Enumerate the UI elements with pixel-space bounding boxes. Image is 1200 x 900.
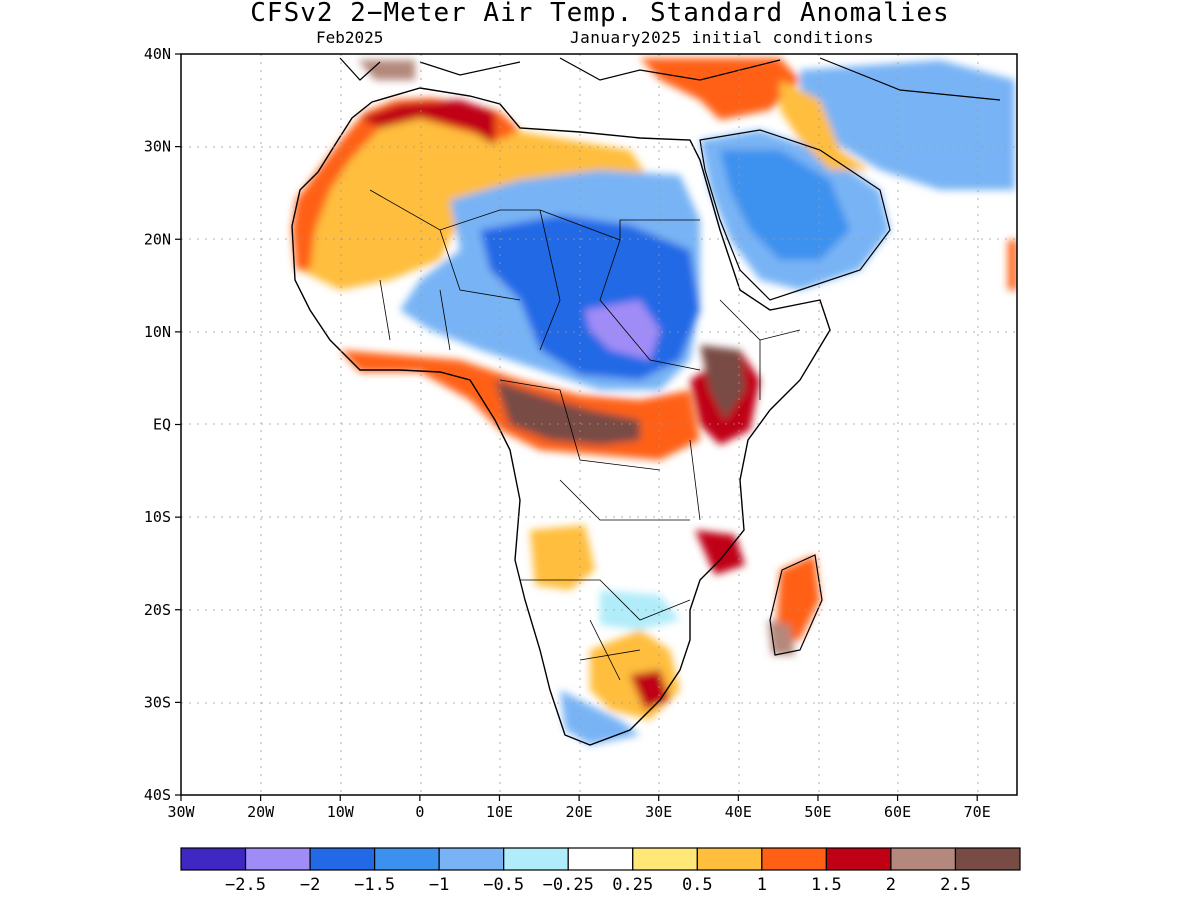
country-borders — [369, 189, 801, 681]
colorbar: −2.5 −2 −1.5 −1 −0.5 −0.25 0.25 0.5 1 1.5 2 2.5 — [180, 847, 1021, 895]
anomaly-sudan-very-cold — [585, 300, 660, 360]
colorbar-swatch — [825, 847, 892, 871]
lat-label: EQ — [153, 416, 171, 434]
lat-label: 20N — [144, 230, 171, 248]
lon-label: 40E — [725, 803, 752, 821]
lat-label: 40S — [144, 786, 171, 804]
colorbar-label: 0.25 — [612, 875, 653, 895]
colorbar-label: −2.5 — [225, 875, 266, 895]
lon-label: 30E — [645, 803, 672, 821]
lon-label: 20E — [566, 803, 593, 821]
colorbar-swatch — [761, 847, 827, 871]
colorbar-label: 2 — [886, 875, 896, 895]
colorbar-swatch — [503, 847, 569, 871]
lat-label: 30S — [144, 693, 171, 711]
anomaly-morocco-very-hot — [358, 60, 415, 80]
lat-label: 30N — [144, 138, 171, 156]
europe-coastline — [339, 57, 1001, 101]
lon-label: 60E — [884, 803, 911, 821]
anomaly-mozambique-hot — [695, 530, 745, 575]
arabia-coastline — [699, 129, 891, 301]
anomaly-kenya-very-hot — [700, 345, 745, 420]
lon-label: 70E — [964, 803, 991, 821]
colorbar-swatch — [567, 847, 634, 871]
lon-label: 10W — [327, 803, 355, 821]
colorbar-label: −0.5 — [483, 875, 524, 895]
latitude-axis: 40N 30N 20N 10N EQ 10S 20S 30S 40S — [144, 45, 181, 804]
colorbar-swatch — [244, 847, 311, 871]
colorbar-label: 0.5 — [682, 875, 713, 895]
map-area — [181, 54, 1017, 795]
colorbar-swatch — [309, 847, 376, 871]
longitude-axis: 30W 20W 10W 0 10E 20E 30E 40E 50E 60E 70E — [167, 795, 991, 821]
initial-conditions: January2025 initial conditions — [570, 28, 874, 47]
colorbar-label: −1 — [429, 875, 449, 895]
colorbar-swatch — [890, 847, 957, 871]
lat-label: 40N — [144, 45, 171, 63]
colorbar-label: 1.5 — [811, 875, 842, 895]
anomaly-iran-warm — [780, 80, 870, 170]
colorbar-swatch — [632, 847, 698, 871]
graticule — [181, 54, 1017, 795]
colorbar-label: 2.5 — [940, 875, 971, 895]
lon-label: 0 — [415, 803, 424, 821]
anomaly-nw-coast-hot — [292, 98, 520, 270]
colorbar-label: −0.25 — [543, 875, 594, 895]
colorbar-swatch — [180, 847, 247, 871]
anomaly-atlas-hot — [360, 100, 495, 145]
anomaly-levant-warm — [640, 58, 800, 120]
lon-label: 10E — [486, 803, 513, 821]
colorbar-label: −1.5 — [354, 875, 395, 895]
colorbar-swatch — [696, 847, 763, 871]
madagascar-coastline — [769, 554, 823, 656]
lat-label: 20S — [144, 601, 171, 619]
lat-label: 10N — [144, 323, 171, 341]
anomaly-congo-very-hot — [495, 380, 640, 445]
chart-title: CFSv2 2−Meter Air Temp. Standard Anomali… — [250, 0, 950, 28]
anomaly-madagascar-hot — [775, 555, 820, 645]
colorbar-swatch — [438, 847, 505, 871]
lon-label: 30W — [167, 803, 195, 821]
africa-coastline — [291, 87, 831, 746]
lon-label: 50E — [804, 803, 831, 821]
lon-label: 20W — [247, 803, 275, 821]
colorbar-swatch — [374, 847, 440, 871]
anomaly-madagascar-very-hot — [768, 620, 795, 655]
anomaly-east-right-hot — [1008, 240, 1017, 290]
lat-label: 10S — [144, 508, 171, 526]
anomaly-iran-cool — [800, 60, 1015, 190]
colorbar-label: 1 — [757, 875, 767, 895]
anomaly-angola-warm — [530, 525, 595, 590]
colorbar-swatch — [954, 847, 1021, 871]
colorbar-label: −2 — [300, 875, 320, 895]
anomaly-arabia-cold — [720, 150, 850, 260]
forecast-month: Feb2025 — [316, 28, 384, 47]
